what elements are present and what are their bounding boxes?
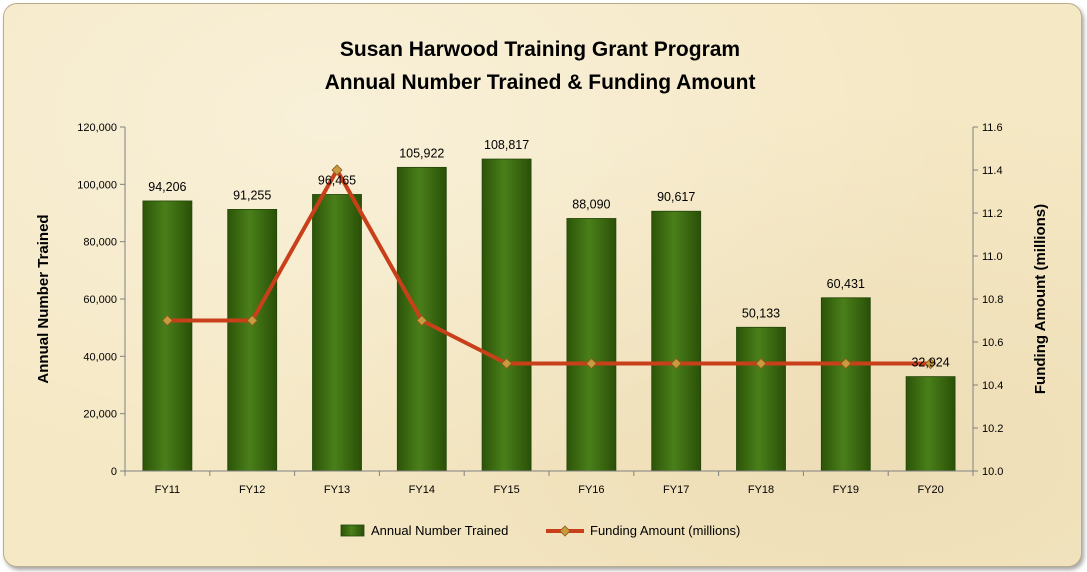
left-tick-label: 120,000: [77, 122, 117, 134]
right-tick-label: 10.8: [982, 294, 1003, 306]
bar-value-label-fy14: 105,922: [399, 146, 444, 160]
left-tick-label: 60,000: [83, 294, 117, 306]
bar-fy11: [142, 200, 193, 472]
x-tick-label-fy11: FY11: [155, 484, 180, 496]
legend-line-label: Funding Amount (millions): [590, 523, 740, 538]
bar-value-label-fy12: 91,255: [233, 188, 271, 202]
bar-value-label-fy17: 90,617: [657, 190, 695, 204]
legend-bar-label: Annual Number Trained: [371, 523, 508, 538]
bar-value-label-fy15: 108,817: [484, 138, 529, 152]
right-axis-title: Funding Amount (millions): [1032, 204, 1049, 394]
bar-value-label-fy19: 60,431: [827, 277, 865, 291]
funding-marker-fy14: [416, 314, 428, 327]
bar-fy12: [227, 209, 278, 472]
x-tick-label-fy16: FY16: [578, 484, 604, 496]
bar-value-label-fy13: 96,465: [318, 173, 356, 187]
bar-series: [142, 158, 956, 472]
chart-canvas: Susan Harwood Training Grant Program Annu…: [35, 38, 1049, 538]
funding-marker-fy13: [331, 164, 343, 176]
right-tick-label: 11.6: [982, 122, 1003, 134]
chart-frame: Susan Harwood Training Grant Program Annu…: [3, 3, 1082, 567]
x-tick-label-fy18: FY18: [748, 484, 774, 496]
funding-marker-fy12: [246, 314, 258, 327]
funding-marker-fy19: [840, 357, 852, 370]
x-tick-label-fy20: FY20: [917, 484, 943, 496]
bar-fy16: [566, 218, 617, 472]
funding-marker-fy15: [501, 357, 513, 370]
left-tick-label: 0: [111, 466, 117, 478]
data-labels: 94,206 91,255 96,465 105,922 108,817 88,090 90…: [148, 138, 949, 370]
line-series: [161, 164, 937, 370]
right-tick-label: 10.4: [982, 380, 1003, 392]
bar-value-label-fy11: 94,206: [148, 180, 186, 194]
bar-fy17: [651, 210, 702, 472]
x-tick-label-fy15: FY15: [493, 484, 519, 496]
right-tick-label: 11.2: [982, 208, 1003, 220]
bar-fy15: [481, 158, 532, 472]
legend-bar-swatch: [340, 524, 365, 537]
right-tick-label: 10.2: [982, 423, 1003, 435]
funding-marker-fy17: [670, 357, 682, 370]
bar-value-label-fy18: 50,133: [742, 306, 780, 320]
x-tick-label-fy17: FY17: [663, 484, 689, 496]
bar-fy13: [312, 194, 362, 472]
x-tick-label-fy14: FY14: [409, 484, 435, 496]
bar-value-label-fy16: 88,090: [572, 197, 610, 211]
left-tick-label: 80,000: [83, 237, 117, 249]
x-tick-label-fy13: FY13: [324, 484, 350, 496]
right-tick-label: 10.6: [982, 337, 1003, 349]
bar-value-label-fy20: 32,924: [911, 356, 949, 370]
funding-marker-fy18: [755, 357, 767, 370]
axes: 0 20,000 40,000 60,000 80,000 100,000 120,000 1…: [35, 122, 1049, 496]
bar-fy20: [905, 376, 956, 472]
right-tick-label: 11.0: [982, 251, 1003, 263]
chart-title-line-2: Annual Number Trained & Funding Amount: [325, 71, 756, 94]
left-tick-label: 20,000: [83, 409, 117, 421]
funding-marker-fy20: [925, 357, 937, 370]
left-tick-label: 40,000: [83, 351, 117, 363]
funding-marker-fy11: [161, 314, 173, 327]
funding-line: [165, 168, 933, 366]
right-tick-label: 11.4: [982, 165, 1003, 177]
bar-fy18: [736, 326, 786, 472]
left-axis-title: Annual Number Trained: [35, 214, 52, 383]
x-tick-label-fy12: FY12: [239, 484, 265, 496]
bar-fy19: [820, 297, 871, 472]
x-tick-label-fy19: FY19: [833, 484, 859, 496]
funding-marker-fy16: [585, 357, 597, 370]
legend: Annual Number Trained Funding Amount (mil…: [340, 523, 740, 538]
left-tick-label: 100,000: [77, 179, 117, 191]
right-tick-label: 10.0: [982, 466, 1003, 478]
legend-line-marker: [559, 525, 571, 537]
chart-title: Susan Harwood Training Grant Program Annu…: [325, 38, 756, 94]
chart-title-line-1: Susan Harwood Training Grant Program: [340, 38, 740, 61]
